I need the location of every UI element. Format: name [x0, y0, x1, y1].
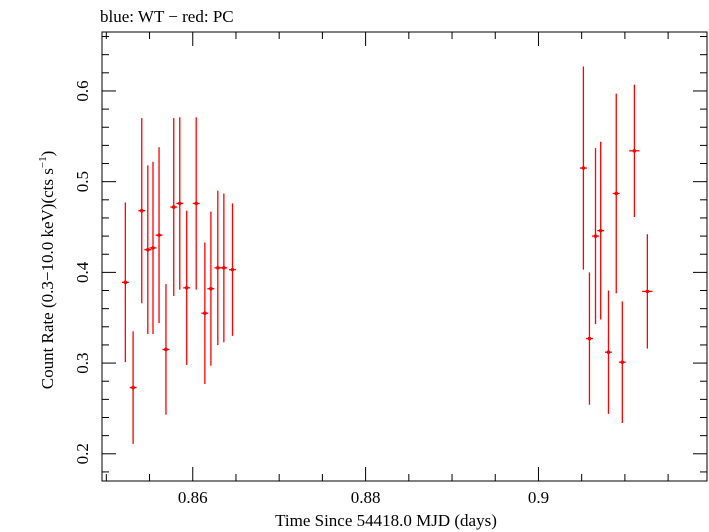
point-marker — [230, 267, 235, 272]
data-point — [138, 118, 146, 304]
data-point — [220, 193, 228, 343]
data-point — [605, 290, 612, 414]
data-point — [176, 117, 184, 290]
data-points — [121, 66, 653, 444]
point-marker — [606, 350, 611, 354]
axis-ticks — [102, 32, 707, 481]
y-tick-label: 0.2 — [73, 443, 92, 464]
point-marker — [139, 208, 144, 213]
point-marker — [632, 149, 637, 153]
point-marker — [222, 266, 226, 270]
data-point — [162, 284, 170, 415]
y-axis-label-main: Count Rate (0.3−10.0 keV)(cts s — [38, 168, 57, 389]
y-axis-label: Count Rate (0.3−10.0 keV)(cts s−1) — [37, 151, 57, 390]
data-point — [214, 190, 222, 345]
point-marker — [203, 311, 207, 315]
point-marker — [131, 385, 135, 390]
x-tick-label: 0.86 — [178, 488, 208, 507]
data-point — [642, 234, 653, 349]
data-point — [149, 161, 157, 335]
plot-frame — [101, 31, 708, 482]
x-tick-label: 0.88 — [351, 488, 381, 507]
y-tick-label: 0.5 — [73, 171, 92, 192]
data-point — [579, 66, 587, 270]
data-point — [618, 301, 626, 423]
tick-labels: 0.86 0.88 0.9 0.2 0.3 0.4 0.5 0.6 — [73, 80, 549, 507]
y-tick-label: 0.4 — [73, 261, 92, 283]
data-point — [201, 242, 209, 384]
data-point — [592, 148, 599, 325]
point-marker — [209, 286, 213, 291]
data-point — [629, 84, 640, 218]
y-tick-label: 0.3 — [73, 352, 92, 373]
point-marker — [164, 347, 168, 352]
point-marker — [620, 360, 625, 364]
data-point — [155, 147, 163, 324]
point-marker — [151, 246, 155, 250]
point-marker — [123, 280, 128, 285]
point-marker — [645, 289, 650, 294]
point-marker — [146, 247, 150, 252]
data-point — [129, 331, 137, 444]
point-marker — [587, 336, 592, 341]
data-point — [144, 165, 152, 335]
point-marker — [614, 191, 619, 196]
point-marker — [216, 266, 220, 270]
data-point — [121, 202, 129, 363]
point-marker — [598, 228, 603, 233]
x-axis-label: Time Since 54418.0 MJD (days) — [275, 511, 497, 530]
y-axis-label-close: ) — [38, 151, 57, 157]
data-point — [192, 117, 200, 290]
point-marker — [581, 166, 586, 170]
point-marker — [184, 285, 189, 290]
data-point — [586, 272, 593, 405]
point-marker — [194, 201, 199, 206]
data-point — [229, 203, 236, 336]
point-marker — [171, 205, 176, 209]
data-point — [207, 211, 215, 366]
y-axis-label-sup: −1 — [37, 156, 49, 168]
point-marker — [593, 234, 598, 238]
data-point — [612, 93, 620, 294]
point-marker — [157, 233, 161, 237]
y-tick-label: 0.6 — [73, 80, 92, 101]
point-marker — [177, 201, 182, 206]
x-tick-label: 0.9 — [528, 488, 549, 507]
data-point — [170, 118, 178, 296]
chart-title: blue: WT − red: PC — [100, 7, 234, 26]
data-point — [597, 141, 605, 320]
data-point — [183, 210, 191, 365]
